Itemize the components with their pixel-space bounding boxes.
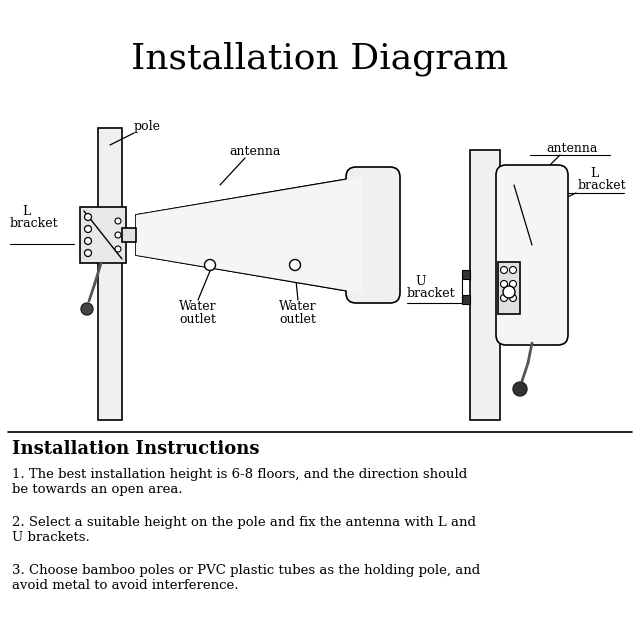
Circle shape: [84, 225, 92, 232]
Circle shape: [509, 280, 516, 287]
Bar: [122, 228, 136, 242]
Bar: [98, 128, 122, 420]
Polygon shape: [136, 177, 360, 293]
FancyBboxPatch shape: [346, 167, 400, 303]
Circle shape: [84, 250, 92, 257]
Text: L: L: [22, 205, 30, 218]
Text: Water: Water: [279, 300, 317, 313]
Text: L: L: [590, 167, 598, 180]
Text: antenna: antenna: [547, 142, 598, 155]
Circle shape: [81, 303, 93, 315]
Circle shape: [500, 280, 508, 287]
Text: Installation Diagram: Installation Diagram: [131, 42, 509, 77]
Bar: [80, 207, 126, 263]
Circle shape: [509, 266, 516, 273]
Text: 2. Select a suitable height on the pole and fix the antenna with L and
U bracket: 2. Select a suitable height on the pole …: [12, 516, 476, 544]
Circle shape: [289, 259, 301, 271]
FancyBboxPatch shape: [496, 165, 568, 345]
Text: U: U: [415, 275, 426, 288]
Circle shape: [84, 214, 92, 221]
Text: 3. Choose bamboo poles or PVC plastic tubes as the holding pole, and
avoid metal: 3. Choose bamboo poles or PVC plastic tu…: [12, 564, 480, 592]
Text: 1. The best installation height is 6-8 floors, and the direction should
be towar: 1. The best installation height is 6-8 f…: [12, 468, 467, 496]
Circle shape: [500, 294, 508, 301]
Bar: [462, 270, 470, 279]
Circle shape: [115, 218, 121, 224]
Text: pole: pole: [134, 120, 161, 133]
Bar: [462, 295, 470, 304]
Polygon shape: [136, 177, 362, 293]
Bar: [470, 150, 500, 420]
Text: antenna: antenna: [229, 145, 281, 158]
Circle shape: [115, 246, 121, 252]
Text: Installation Instructions: Installation Instructions: [12, 440, 259, 458]
Circle shape: [500, 266, 508, 273]
Text: outlet: outlet: [180, 313, 216, 326]
Circle shape: [205, 259, 216, 271]
Text: bracket: bracket: [578, 179, 627, 192]
Bar: [498, 262, 520, 314]
Circle shape: [84, 237, 92, 244]
Circle shape: [509, 294, 516, 301]
Text: bracket: bracket: [10, 217, 59, 230]
Circle shape: [115, 232, 121, 238]
Circle shape: [503, 286, 515, 298]
Circle shape: [513, 382, 527, 396]
Text: outlet: outlet: [280, 313, 316, 326]
Text: Water: Water: [179, 300, 217, 313]
Text: bracket: bracket: [407, 287, 456, 300]
